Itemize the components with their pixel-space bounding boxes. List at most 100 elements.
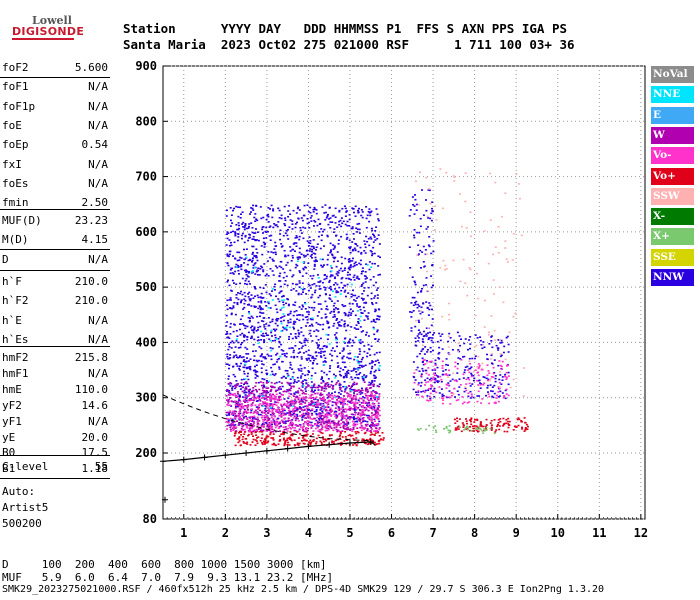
echo-point	[374, 414, 377, 417]
echo-point	[293, 392, 296, 395]
echo-point	[302, 380, 304, 382]
echo-point	[262, 269, 265, 271]
echo-point	[247, 429, 250, 432]
echo-point	[352, 383, 355, 385]
echo-point	[311, 317, 314, 319]
echo-point	[358, 232, 361, 234]
echo-point	[448, 313, 450, 316]
echo-point	[258, 346, 261, 348]
echo-point	[306, 410, 308, 413]
echo-point	[324, 293, 327, 295]
echo-point	[230, 382, 233, 385]
echo-point	[358, 417, 361, 419]
echo-point	[417, 390, 420, 392]
echo-point	[369, 278, 372, 281]
echo-point	[293, 393, 296, 395]
echo-point	[337, 272, 340, 274]
echo-point	[363, 310, 366, 312]
echo-point	[309, 255, 312, 257]
echo-point	[497, 400, 500, 403]
echo-point	[299, 433, 301, 435]
echo-point	[290, 439, 293, 442]
echo-point	[319, 337, 322, 340]
echo-point	[421, 357, 424, 360]
echo-point	[480, 344, 483, 346]
panel-separator	[0, 346, 110, 347]
echo-point	[487, 391, 489, 393]
echo-point	[278, 435, 281, 437]
echo-point	[353, 392, 355, 394]
echo-point	[350, 399, 353, 401]
echo-point	[245, 227, 248, 230]
echo-point	[311, 325, 314, 327]
echo-point	[284, 232, 287, 234]
echo-point	[226, 363, 229, 365]
echo-point	[306, 359, 309, 361]
echo-point	[300, 367, 303, 370]
echo-point	[433, 368, 436, 370]
echo-point	[491, 390, 494, 393]
echo-point	[454, 361, 457, 364]
echo-point	[522, 395, 525, 397]
echo-point	[463, 369, 466, 371]
echo-point	[481, 425, 484, 428]
logo-underline	[12, 38, 74, 40]
echo-point	[260, 217, 263, 220]
echo-point	[304, 227, 307, 229]
echo-point	[252, 329, 255, 332]
echo-point	[241, 211, 244, 213]
echo-point	[409, 311, 411, 313]
echo-point	[312, 362, 315, 364]
echo-point	[314, 289, 317, 292]
echo-point	[261, 228, 264, 231]
echo-point	[249, 213, 251, 215]
echo-point	[306, 321, 309, 324]
echo-point	[263, 443, 266, 445]
echo-point	[362, 426, 365, 429]
echo-point	[254, 371, 257, 373]
echo-point	[252, 235, 255, 238]
echo-point	[249, 365, 252, 368]
echo-point	[494, 402, 497, 404]
echo-point	[298, 394, 301, 397]
echo-point	[237, 292, 239, 294]
echo-point	[298, 235, 301, 238]
echo-point	[431, 264, 434, 266]
echo-point	[270, 349, 273, 352]
echo-point	[310, 245, 313, 248]
echo-point	[231, 389, 234, 391]
echo-point	[226, 308, 229, 311]
echo-point	[265, 392, 268, 394]
echo-point	[319, 294, 321, 297]
echo-point	[331, 404, 334, 407]
echo-point	[325, 305, 328, 308]
echo-point	[479, 421, 482, 423]
echo-point	[297, 206, 300, 209]
echo-point	[344, 425, 347, 427]
echo-point	[376, 213, 379, 216]
echo-point	[500, 368, 503, 370]
echo-point	[275, 354, 278, 356]
param-key: h`E	[2, 313, 22, 327]
echo-point	[261, 378, 264, 380]
echo-point	[417, 253, 420, 255]
echo-point	[353, 417, 356, 420]
echo-point	[422, 370, 425, 372]
echo-point	[239, 404, 242, 407]
echo-point	[426, 215, 429, 218]
echo-point	[374, 295, 377, 297]
echo-point	[246, 348, 249, 350]
echo-point	[231, 222, 234, 224]
echo-point	[472, 427, 475, 430]
echo-point	[237, 347, 240, 349]
echo-point	[319, 280, 322, 282]
echo-point	[371, 433, 374, 436]
echo-point	[324, 316, 327, 319]
echo-point	[227, 375, 230, 378]
echo-point	[456, 390, 459, 392]
echo-point	[302, 352, 305, 354]
echo-point	[261, 363, 264, 365]
echo-point	[242, 221, 245, 224]
echo-point	[520, 420, 523, 422]
echo-point	[234, 234, 237, 237]
